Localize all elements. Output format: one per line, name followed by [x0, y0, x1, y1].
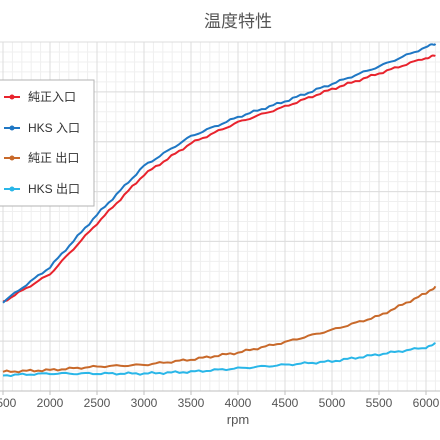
series-line [2, 342, 436, 378]
x-tick-label: 6000 [413, 396, 440, 410]
x-tick-label: 5500 [366, 396, 393, 410]
x-axis-label: rpm [227, 412, 249, 427]
legend-marker [9, 155, 15, 161]
x-tick-label: 5000 [319, 396, 346, 410]
x-tick-label: 2000 [37, 396, 64, 410]
x-tick-label: 4000 [225, 396, 252, 410]
x-tick-label: 4500 [272, 396, 299, 410]
legend-box [0, 79, 95, 207]
legend-label: HKS 入口 [28, 121, 80, 135]
series-line [2, 43, 437, 304]
x-tick-label: 3500 [178, 396, 205, 410]
legend-label: 純正 出口 [28, 151, 79, 165]
series-line [2, 285, 437, 374]
legend-marker [9, 125, 15, 131]
x-tick-label: 1500 [0, 396, 17, 410]
legend-label: 純正入口 [28, 90, 76, 104]
x-tick-label: 2500 [84, 396, 111, 410]
x-tick-label: 3000 [131, 396, 158, 410]
legend-marker [9, 186, 15, 192]
series-layer [2, 43, 437, 378]
series-line [2, 54, 436, 303]
chart-title: 温度特性 [204, 12, 272, 31]
legend-marker [9, 94, 15, 100]
legend-label: HKS 出口 [28, 182, 80, 196]
x-axis-ticks: 1500 2000 2500 3000 3500 4000 4500 5000 5500 6000 [0, 391, 440, 410]
